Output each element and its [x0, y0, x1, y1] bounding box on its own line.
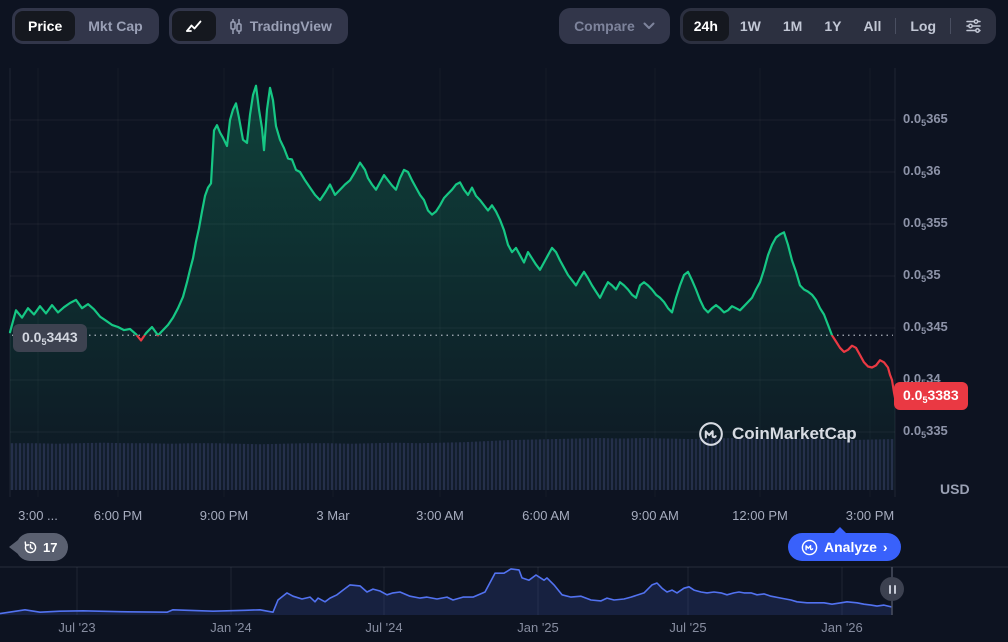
current-price-badge: 0.053383 [894, 382, 968, 410]
y-axis-label: 0.05335 [903, 423, 948, 440]
x-axis-label: 3:00 PM [845, 508, 895, 523]
pause-handle-icon [893, 584, 896, 594]
axis-unit-label: USD [940, 481, 970, 497]
navigator-handle[interactable] [880, 577, 904, 601]
y-axis-label: 0.05345 [903, 319, 948, 336]
log-scale-toggle[interactable]: Log [899, 11, 947, 41]
range-24h[interactable]: 24h [682, 11, 729, 41]
y-axis-label: 0.0536 [903, 163, 941, 180]
analyze-button[interactable]: Analyze › [788, 527, 901, 561]
x-axis-label: 9:00 PM [199, 508, 249, 523]
y-axis-label: 0.0535 [903, 267, 941, 284]
chart-settings-button[interactable] [954, 11, 993, 41]
history-count: 17 [43, 539, 58, 555]
price-line [8, 84, 897, 399]
range-1y[interactable]: 1Y [813, 11, 852, 41]
x-axis-label: 6:00 PM [93, 508, 143, 523]
navigator-axis-label: Jan '25 [517, 620, 559, 635]
cmc-logo-icon [698, 421, 724, 447]
chevron-right-icon: › [882, 539, 888, 555]
line-chart-tab[interactable] [171, 11, 216, 41]
navigator-axis-label: Jul '24 [365, 620, 403, 635]
tradingview-label: TradingView [249, 18, 332, 34]
compare-label: Compare [574, 18, 635, 34]
toolbar-divider [950, 18, 951, 34]
range-all[interactable]: All [852, 11, 892, 41]
chart-type-toggle: TradingView [168, 8, 348, 44]
history-events-button[interactable]: 17 [16, 533, 69, 561]
mktcap-tab[interactable]: Mkt Cap [75, 11, 155, 41]
range-1m[interactable]: 1M [772, 11, 813, 41]
y-axis-label: 0.05365 [903, 111, 948, 128]
chart-toolbar: Price Mkt Cap TradingView Compare [12, 8, 996, 44]
coinmarketcap-watermark: CoinMarketCap [698, 421, 857, 447]
price-tab[interactable]: Price [15, 11, 76, 41]
compare-dropdown[interactable]: Compare [559, 8, 670, 44]
navigator-axis-label: Jul '23 [58, 620, 96, 635]
chevron-down-icon [643, 22, 655, 30]
cmc-logo-icon [801, 539, 818, 556]
x-axis-label: 3:00 AM [416, 508, 464, 523]
sliders-icon [965, 18, 982, 34]
x-axis-label: 9:00 AM [631, 508, 679, 523]
tradingview-tab[interactable]: TradingView [216, 11, 345, 41]
y-axis-label: 0.05355 [903, 215, 948, 232]
pause-handle-icon [888, 584, 891, 594]
baseline-price-badge: 0.053443 [13, 324, 87, 352]
navigator-axis-label: Jan '26 [821, 620, 863, 635]
price-area-fill [10, 85, 895, 490]
navigator-range-slider[interactable] [0, 568, 892, 615]
navigator-axis-label: Jul '25 [669, 620, 707, 635]
x-axis-label: 3 Mar [316, 508, 350, 523]
x-axis-label: 3:00 ... [18, 508, 58, 523]
price-mktcap-toggle: Price Mkt Cap [12, 8, 159, 44]
candlestick-icon [229, 18, 243, 35]
watermark-text: CoinMarketCap [732, 424, 857, 443]
line-chart-icon [185, 18, 203, 34]
time-range-selector: 24h 1W 1M 1Y All Log [679, 8, 996, 44]
x-axis-label: 6:00 AM [522, 508, 570, 523]
navigator-chart [0, 566, 1008, 615]
toolbar-divider [895, 18, 897, 34]
x-axis-label: 12:00 PM [732, 508, 788, 523]
navigator-axis-label: Jan '24 [210, 620, 252, 635]
analyze-label: Analyze [824, 539, 877, 555]
volume-bars [10, 438, 894, 490]
history-clock-icon [23, 540, 38, 555]
range-1w[interactable]: 1W [729, 11, 772, 41]
